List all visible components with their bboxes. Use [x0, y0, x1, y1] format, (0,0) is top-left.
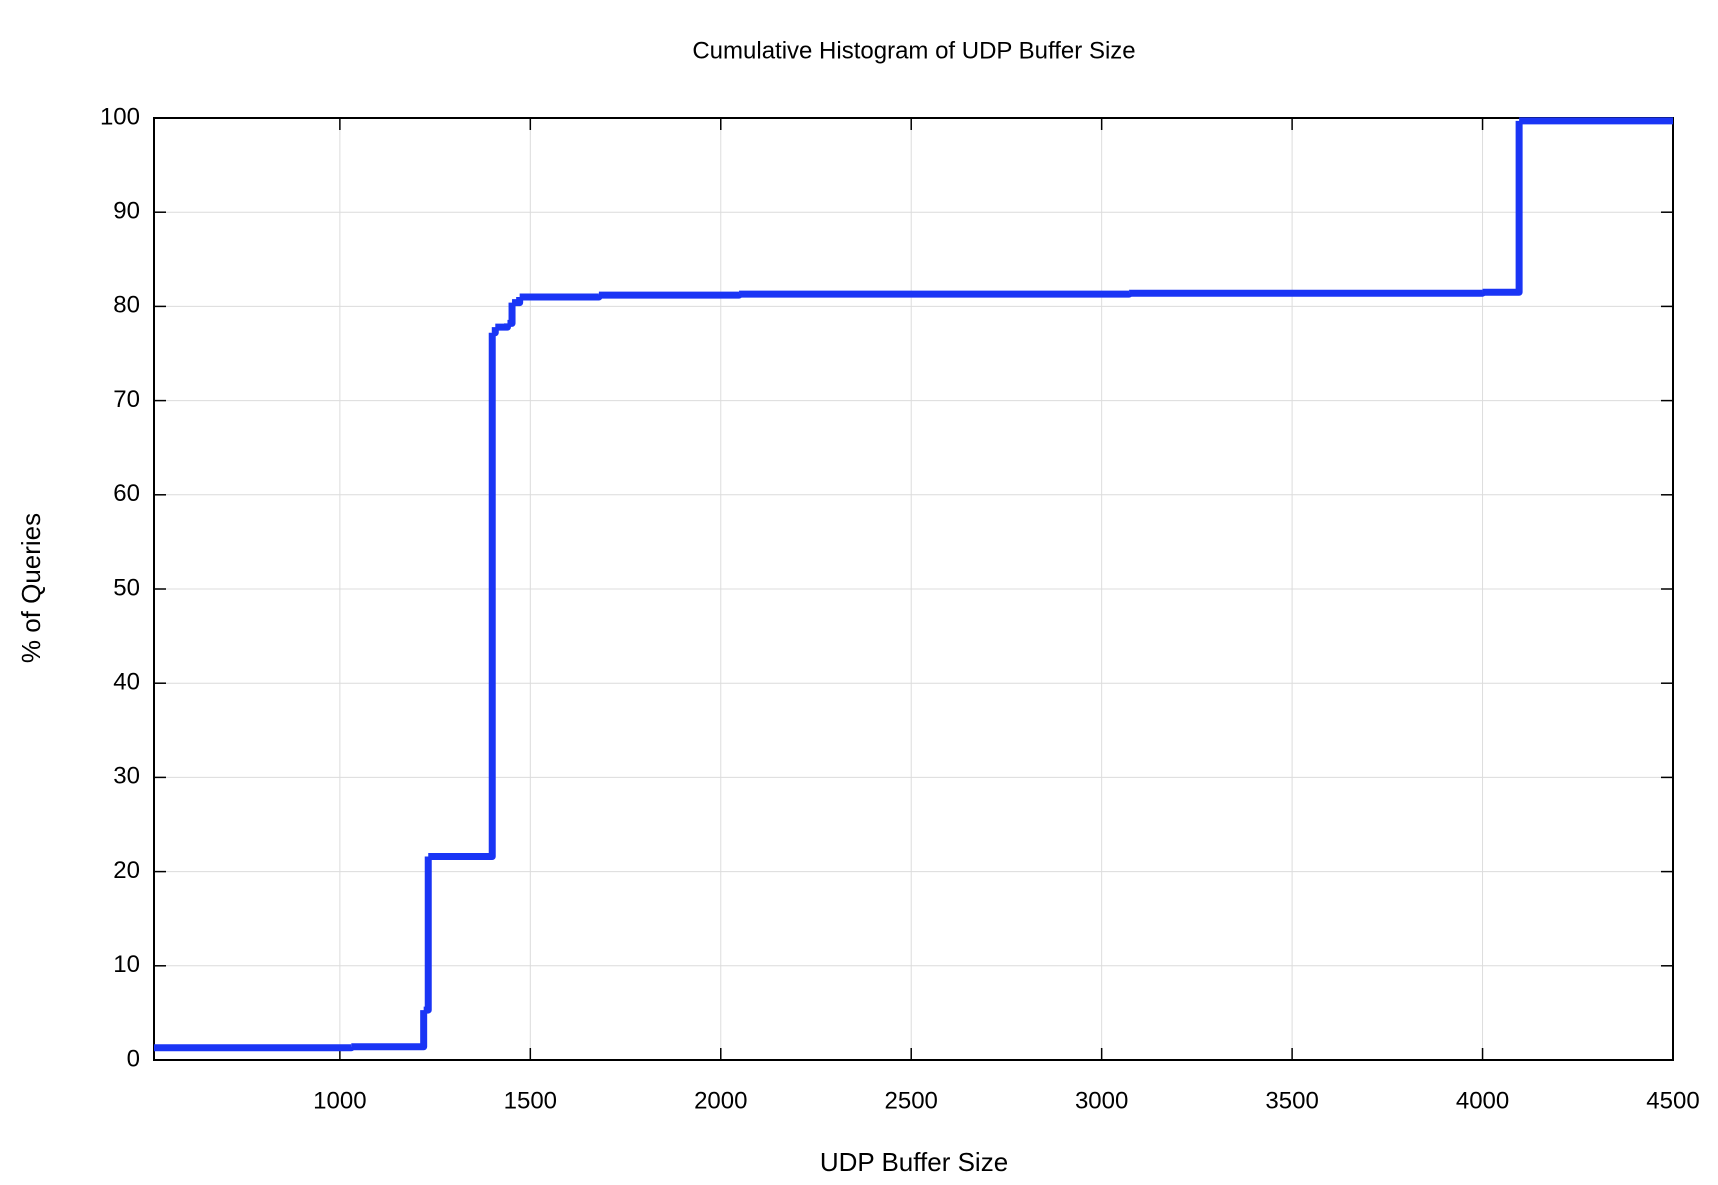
y-tick-label: 20 — [113, 857, 140, 884]
y-tick-label: 60 — [113, 480, 140, 507]
step-segment — [1482, 120, 1523, 296]
step-segment — [428, 332, 496, 861]
y-tick-label: 80 — [113, 292, 140, 319]
y-tick-label: 100 — [100, 103, 140, 130]
step-segment — [1129, 289, 1487, 297]
step-segment — [495, 323, 511, 331]
x-tick-label: 4500 — [1646, 1087, 1699, 1114]
step-segment — [351, 1010, 428, 1051]
y-axis-label: % of Queries — [16, 513, 46, 663]
y-tick-label: 10 — [113, 951, 140, 978]
x-tick-label: 2000 — [694, 1087, 747, 1114]
y-tick-label: 30 — [113, 763, 140, 790]
step-segment — [507, 302, 516, 327]
chart-title: Cumulative Histogram of UDP Buffer Size — [692, 37, 1135, 64]
step-segment — [598, 291, 743, 299]
x-tick-label: 3500 — [1265, 1087, 1318, 1114]
y-tick-label: 0 — [127, 1045, 140, 1072]
step-segment — [519, 293, 603, 301]
y-tick-label: 70 — [113, 386, 140, 413]
step-segment — [423, 856, 432, 1014]
x-tick-label: 3000 — [1075, 1087, 1128, 1114]
step-segment — [512, 296, 524, 307]
y-tick-label: 90 — [113, 198, 140, 225]
x-tick-label: 1500 — [504, 1087, 557, 1114]
plot-frame — [153, 117, 1674, 1061]
step-segment — [739, 290, 1133, 298]
x-tick-label: 4000 — [1456, 1087, 1509, 1114]
x-axis-label: UDP Buffer Size — [820, 1147, 1008, 1177]
step-segment — [154, 1044, 355, 1052]
y-tick-label: 50 — [113, 574, 140, 601]
step-segment — [491, 327, 499, 337]
x-tick-label: 2500 — [885, 1087, 938, 1114]
x-tick-label: 1000 — [313, 1087, 366, 1114]
y-tick-label: 40 — [113, 669, 140, 696]
